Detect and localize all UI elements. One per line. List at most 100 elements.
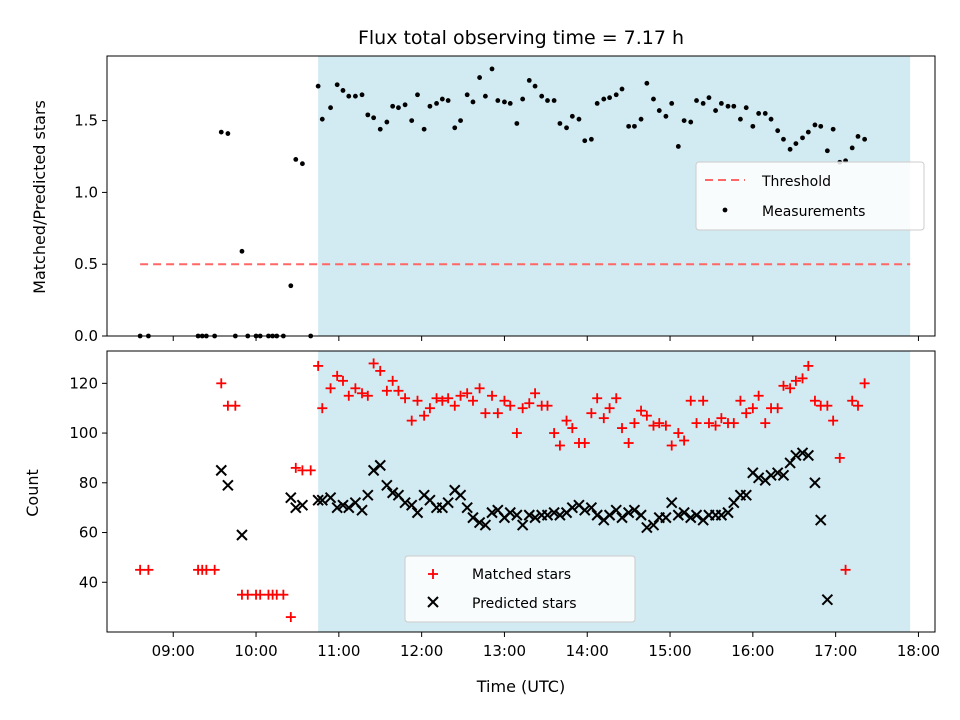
matched-star-marker xyxy=(698,395,709,406)
predicted-star-marker xyxy=(285,492,297,504)
predicted-star-marker xyxy=(467,511,479,524)
predicted-star-marker xyxy=(399,496,411,509)
predicted-star-marker xyxy=(591,509,603,521)
matched-star-marker xyxy=(641,410,652,421)
measurement-point xyxy=(502,99,507,105)
predicted-star-marker xyxy=(579,504,591,516)
measurement-point xyxy=(706,95,712,101)
measurement-point xyxy=(315,83,321,89)
measurement-point xyxy=(644,80,650,86)
matched-star-marker xyxy=(629,418,640,429)
predicted-star-marker xyxy=(622,506,635,519)
predicted-star-marker xyxy=(405,499,418,511)
measurement-point xyxy=(464,92,470,98)
measurement-point xyxy=(396,105,401,111)
matched-star-marker xyxy=(753,390,764,401)
measurement-point xyxy=(768,116,774,122)
measurement-point xyxy=(750,123,756,129)
matched-star-marker xyxy=(598,413,609,424)
matched-star-marker xyxy=(611,393,622,404)
predicted-star-marker xyxy=(454,489,467,501)
measurement-point xyxy=(725,103,731,109)
measurement-point xyxy=(371,115,377,121)
measurement-point xyxy=(638,116,644,122)
measurement-point xyxy=(743,105,749,111)
measurement-point xyxy=(656,108,662,113)
bottom-x-tick-label: 09:00 xyxy=(152,642,195,660)
matched-star-marker xyxy=(332,370,343,381)
measurement-point xyxy=(439,96,445,102)
measurement-point xyxy=(470,99,476,105)
measurement-point xyxy=(482,93,488,99)
predicted-star-marker xyxy=(324,492,337,504)
predicted-star-marker xyxy=(331,501,343,514)
predicted-star-marker xyxy=(554,509,566,521)
matched-stars-legend-label: Matched stars xyxy=(472,567,571,583)
matched-star-marker xyxy=(747,403,758,414)
threshold-legend-label: Threshold xyxy=(761,174,831,190)
matched-star-marker xyxy=(567,423,578,434)
predicted-star-marker xyxy=(461,501,473,514)
measurement-point xyxy=(384,119,390,125)
matched-star-marker xyxy=(660,420,671,431)
bottom-x-tick-label: 12:00 xyxy=(400,642,443,660)
matched-star-marker xyxy=(673,428,684,439)
matched-star-marker xyxy=(362,390,373,401)
predicted-star-marker xyxy=(672,509,685,521)
matched-star-marker xyxy=(487,390,498,401)
top-y-tick-label: 0.5 xyxy=(74,255,98,273)
measurement-point xyxy=(663,113,669,119)
matched-star-marker xyxy=(437,395,448,406)
matched-star-marker xyxy=(424,403,435,414)
measurement-point xyxy=(434,100,439,106)
measurements-legend-swatch xyxy=(722,207,728,213)
measurement-point xyxy=(409,118,415,124)
bottom-x-tick-label: 15:00 xyxy=(648,642,691,660)
matched-star-marker xyxy=(561,415,572,426)
measurement-point xyxy=(669,100,675,106)
matched-star-marker xyxy=(703,418,714,429)
predicted-star-marker xyxy=(337,499,349,511)
measurement-point xyxy=(532,83,538,89)
matched-star-marker xyxy=(592,393,603,404)
predicted-star-marker xyxy=(362,489,374,501)
measurement-point xyxy=(359,92,365,98)
measurement-point xyxy=(507,100,513,106)
measurement-point xyxy=(557,121,563,126)
measurement-point xyxy=(477,75,482,80)
predicted-star-marker xyxy=(796,447,809,459)
measurement-point xyxy=(775,128,781,134)
matched-star-marker xyxy=(474,383,485,394)
measurements-legend-label: Measurements xyxy=(762,204,865,220)
matched-star-marker xyxy=(617,423,628,434)
bottom-x-tick-label: 13:00 xyxy=(483,642,526,660)
measurement-point xyxy=(239,248,245,254)
measurement-point xyxy=(489,66,495,72)
matched-star-marker xyxy=(530,388,541,399)
predicted-star-marker xyxy=(740,489,752,501)
predicted-star-marker xyxy=(765,469,777,482)
top-legend-box xyxy=(695,161,925,231)
measurement-point xyxy=(390,103,396,109)
measurement-point xyxy=(452,125,458,131)
measurement-point xyxy=(458,118,463,124)
predicted-star-marker xyxy=(386,487,399,499)
top-y-tick-label: 1.0 xyxy=(74,183,98,201)
matched-star-marker xyxy=(685,395,696,406)
predicted-star-marker xyxy=(660,511,672,524)
measurement-point xyxy=(415,92,420,98)
measurement-point xyxy=(613,92,619,98)
matched-star-marker xyxy=(517,403,528,414)
predicted-stars-legend-label: Predicted stars xyxy=(472,596,577,612)
bottom-frame xyxy=(106,350,936,633)
matched-star-marker xyxy=(809,395,820,406)
predicted-star-marker xyxy=(784,457,796,469)
predicted-star-marker xyxy=(685,511,697,524)
matched-star-marker xyxy=(710,420,721,431)
top-y-tick-label: 0.0 xyxy=(74,327,98,345)
matched-star-marker xyxy=(654,418,665,429)
matched-star-marker xyxy=(549,428,560,439)
predicted-star-marker xyxy=(296,499,309,511)
matched-star-marker xyxy=(623,438,634,449)
measurement-point xyxy=(564,125,569,131)
